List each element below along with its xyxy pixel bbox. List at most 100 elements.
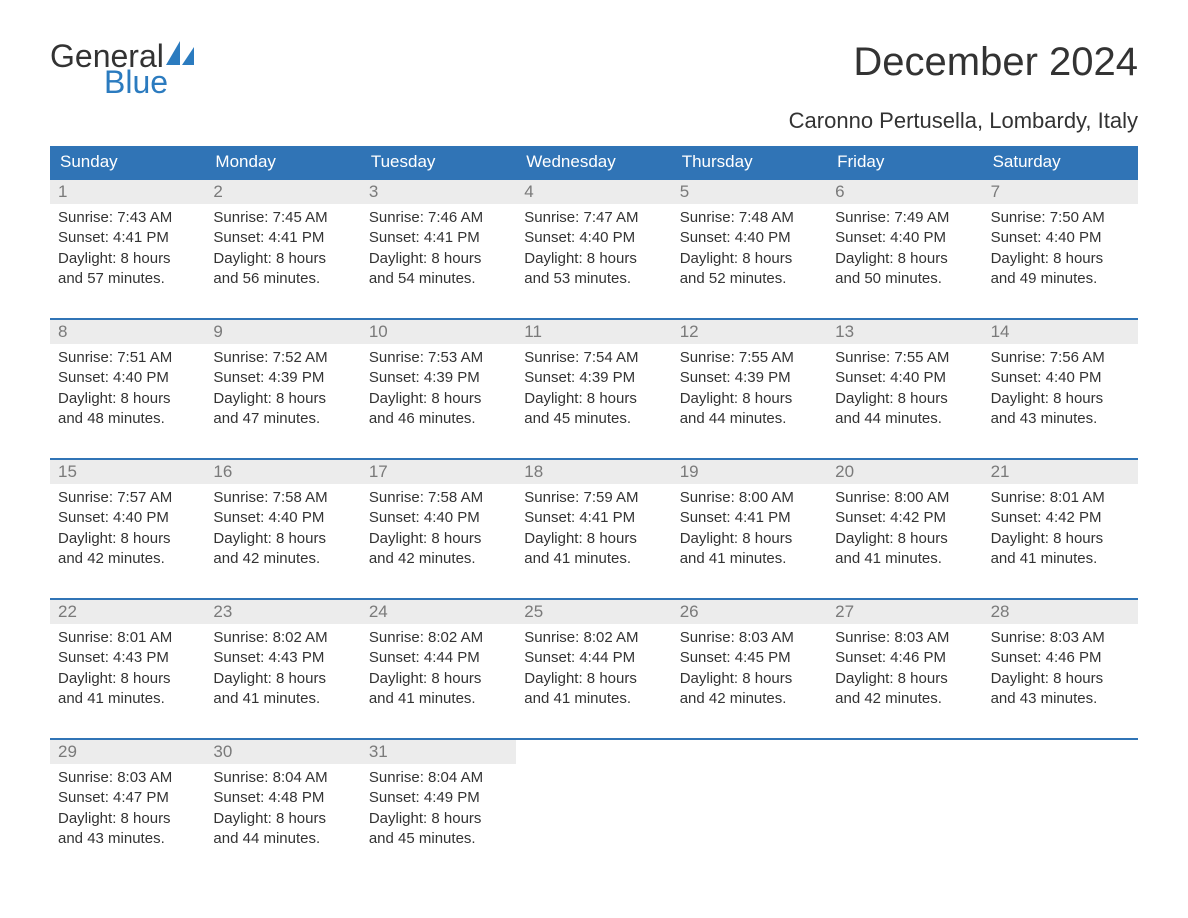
- daylight-line2: and 41 minutes.: [524, 549, 663, 569]
- dow-saturday: Saturday: [983, 146, 1138, 178]
- day-details: Sunrise: 8:01 AMSunset: 4:43 PMDaylight:…: [50, 624, 205, 715]
- day-cell: 21Sunrise: 8:01 AMSunset: 4:42 PMDayligh…: [983, 460, 1138, 580]
- daylight-line1: Daylight: 8 hours: [991, 529, 1130, 549]
- brand-word2: Blue: [104, 66, 196, 98]
- daylight-line2: and 41 minutes.: [991, 549, 1130, 569]
- day-cell: 17Sunrise: 7:58 AMSunset: 4:40 PMDayligh…: [361, 460, 516, 580]
- brand-logo: General Blue: [50, 40, 196, 98]
- day-number: 27: [827, 600, 982, 624]
- day-details: Sunrise: 8:00 AMSunset: 4:42 PMDaylight:…: [827, 484, 982, 575]
- daylight-line1: Daylight: 8 hours: [58, 249, 197, 269]
- daylight-line2: and 46 minutes.: [369, 409, 508, 429]
- sunrise-text: Sunrise: 7:59 AM: [524, 488, 663, 508]
- sunrise-text: Sunrise: 8:00 AM: [680, 488, 819, 508]
- day-number: [983, 740, 1138, 744]
- sunrise-text: Sunrise: 8:02 AM: [213, 628, 352, 648]
- day-details: Sunrise: 7:46 AMSunset: 4:41 PMDaylight:…: [361, 204, 516, 295]
- week-row: 8Sunrise: 7:51 AMSunset: 4:40 PMDaylight…: [50, 318, 1138, 440]
- day-number: 28: [983, 600, 1138, 624]
- day-number: 19: [672, 460, 827, 484]
- sunrise-text: Sunrise: 8:02 AM: [369, 628, 508, 648]
- day-number: 26: [672, 600, 827, 624]
- day-number: 10: [361, 320, 516, 344]
- sunset-text: Sunset: 4:43 PM: [213, 648, 352, 668]
- day-cell: 19Sunrise: 8:00 AMSunset: 4:41 PMDayligh…: [672, 460, 827, 580]
- daylight-line2: and 56 minutes.: [213, 269, 352, 289]
- daylight-line1: Daylight: 8 hours: [58, 809, 197, 829]
- day-details: Sunrise: 7:49 AMSunset: 4:40 PMDaylight:…: [827, 204, 982, 295]
- sunset-text: Sunset: 4:41 PM: [369, 228, 508, 248]
- daylight-line1: Daylight: 8 hours: [991, 389, 1130, 409]
- day-cell: 12Sunrise: 7:55 AMSunset: 4:39 PMDayligh…: [672, 320, 827, 440]
- day-cell: 22Sunrise: 8:01 AMSunset: 4:43 PMDayligh…: [50, 600, 205, 720]
- daylight-line2: and 41 minutes.: [835, 549, 974, 569]
- sunset-text: Sunset: 4:39 PM: [213, 368, 352, 388]
- sunset-text: Sunset: 4:41 PM: [58, 228, 197, 248]
- day-number: 30: [205, 740, 360, 764]
- sunrise-text: Sunrise: 8:01 AM: [58, 628, 197, 648]
- daylight-line2: and 43 minutes.: [58, 829, 197, 849]
- day-cell: 3Sunrise: 7:46 AMSunset: 4:41 PMDaylight…: [361, 180, 516, 300]
- sunrise-text: Sunrise: 8:01 AM: [991, 488, 1130, 508]
- day-number: 17: [361, 460, 516, 484]
- title-block: December 2024: [853, 40, 1138, 85]
- day-number: [672, 740, 827, 744]
- calendar: Sunday Monday Tuesday Wednesday Thursday…: [50, 146, 1138, 860]
- day-cell: 20Sunrise: 8:00 AMSunset: 4:42 PMDayligh…: [827, 460, 982, 580]
- day-details: Sunrise: 7:52 AMSunset: 4:39 PMDaylight:…: [205, 344, 360, 435]
- sunset-text: Sunset: 4:39 PM: [524, 368, 663, 388]
- daylight-line1: Daylight: 8 hours: [369, 389, 508, 409]
- day-number: 12: [672, 320, 827, 344]
- daylight-line1: Daylight: 8 hours: [58, 389, 197, 409]
- sunrise-text: Sunrise: 7:43 AM: [58, 208, 197, 228]
- day-details: Sunrise: 7:47 AMSunset: 4:40 PMDaylight:…: [516, 204, 671, 295]
- day-number: 20: [827, 460, 982, 484]
- daylight-line1: Daylight: 8 hours: [680, 249, 819, 269]
- day-cell: 10Sunrise: 7:53 AMSunset: 4:39 PMDayligh…: [361, 320, 516, 440]
- days-of-week-row: Sunday Monday Tuesday Wednesday Thursday…: [50, 146, 1138, 178]
- sunset-text: Sunset: 4:41 PM: [524, 508, 663, 528]
- daylight-line1: Daylight: 8 hours: [991, 249, 1130, 269]
- week-row: 15Sunrise: 7:57 AMSunset: 4:40 PMDayligh…: [50, 458, 1138, 580]
- sunrise-text: Sunrise: 8:03 AM: [58, 768, 197, 788]
- day-cell: 7Sunrise: 7:50 AMSunset: 4:40 PMDaylight…: [983, 180, 1138, 300]
- day-cell: 5Sunrise: 7:48 AMSunset: 4:40 PMDaylight…: [672, 180, 827, 300]
- daylight-line1: Daylight: 8 hours: [369, 249, 508, 269]
- sunrise-text: Sunrise: 8:00 AM: [835, 488, 974, 508]
- sunrise-text: Sunrise: 7:48 AM: [680, 208, 819, 228]
- day-details: Sunrise: 8:00 AMSunset: 4:41 PMDaylight:…: [672, 484, 827, 575]
- day-details: Sunrise: 7:55 AMSunset: 4:39 PMDaylight:…: [672, 344, 827, 435]
- daylight-line1: Daylight: 8 hours: [835, 529, 974, 549]
- dow-thursday: Thursday: [672, 146, 827, 178]
- sunset-text: Sunset: 4:46 PM: [835, 648, 974, 668]
- daylight-line1: Daylight: 8 hours: [835, 669, 974, 689]
- daylight-line2: and 42 minutes.: [835, 689, 974, 709]
- sunset-text: Sunset: 4:44 PM: [369, 648, 508, 668]
- day-details: Sunrise: 7:48 AMSunset: 4:40 PMDaylight:…: [672, 204, 827, 295]
- daylight-line2: and 48 minutes.: [58, 409, 197, 429]
- day-details: Sunrise: 7:43 AMSunset: 4:41 PMDaylight:…: [50, 204, 205, 295]
- week-row: 29Sunrise: 8:03 AMSunset: 4:47 PMDayligh…: [50, 738, 1138, 860]
- day-number: 5: [672, 180, 827, 204]
- daylight-line1: Daylight: 8 hours: [835, 389, 974, 409]
- sunset-text: Sunset: 4:45 PM: [680, 648, 819, 668]
- day-cell: 30Sunrise: 8:04 AMSunset: 4:48 PMDayligh…: [205, 740, 360, 860]
- daylight-line2: and 42 minutes.: [58, 549, 197, 569]
- day-cell: 9Sunrise: 7:52 AMSunset: 4:39 PMDaylight…: [205, 320, 360, 440]
- daylight-line1: Daylight: 8 hours: [524, 529, 663, 549]
- day-cell: 29Sunrise: 8:03 AMSunset: 4:47 PMDayligh…: [50, 740, 205, 860]
- daylight-line2: and 53 minutes.: [524, 269, 663, 289]
- daylight-line2: and 41 minutes.: [213, 689, 352, 709]
- dow-monday: Monday: [205, 146, 360, 178]
- sunrise-text: Sunrise: 8:03 AM: [991, 628, 1130, 648]
- daylight-line1: Daylight: 8 hours: [835, 249, 974, 269]
- week-row: 1Sunrise: 7:43 AMSunset: 4:41 PMDaylight…: [50, 178, 1138, 300]
- sunset-text: Sunset: 4:40 PM: [369, 508, 508, 528]
- daylight-line2: and 42 minutes.: [680, 689, 819, 709]
- day-cell: [516, 740, 671, 860]
- week-row: 22Sunrise: 8:01 AMSunset: 4:43 PMDayligh…: [50, 598, 1138, 720]
- day-details: Sunrise: 8:02 AMSunset: 4:44 PMDaylight:…: [516, 624, 671, 715]
- day-details: Sunrise: 8:03 AMSunset: 4:45 PMDaylight:…: [672, 624, 827, 715]
- weeks-container: 1Sunrise: 7:43 AMSunset: 4:41 PMDaylight…: [50, 178, 1138, 860]
- sunset-text: Sunset: 4:39 PM: [369, 368, 508, 388]
